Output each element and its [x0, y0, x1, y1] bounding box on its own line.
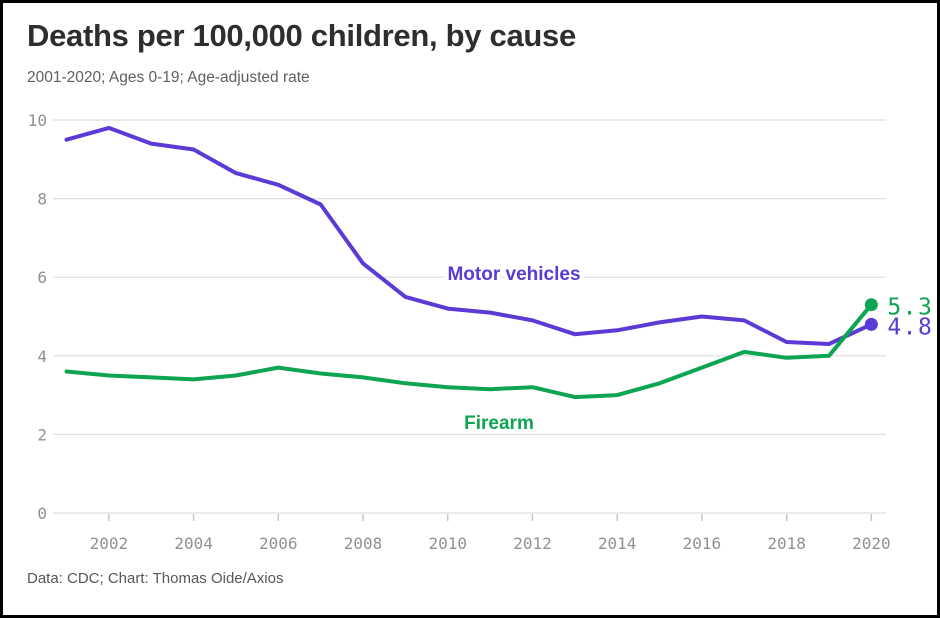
x-axis-label-2020: 2020 [852, 534, 891, 553]
chart-subtitle: 2001-2020; Ages 0-19; Age-adjusted rate [27, 69, 310, 86]
end-value-label-motor-vehicles: 4.8 [887, 314, 933, 340]
y-axis-label-10: 10 [28, 111, 47, 130]
y-axis-label-8: 8 [37, 190, 47, 209]
series-inline-label-firearm: Firearm [464, 413, 534, 434]
x-axis-label-2008: 2008 [344, 534, 383, 553]
y-axis-label-6: 6 [37, 268, 47, 287]
y-axis-label-0: 0 [37, 504, 47, 523]
series-line-firearm [64, 302, 874, 400]
source-credit: Data: CDC; Chart: Thomas Oide/Axios [27, 570, 284, 587]
end-value-label-firearm: 5.3 [887, 295, 933, 321]
chart-title: Deaths per 100,000 children, by cause [27, 18, 576, 53]
end-dot-motor-vehicles [864, 317, 878, 331]
x-axis-label-2012: 2012 [513, 534, 552, 553]
x-axis-label-2002: 2002 [90, 534, 129, 553]
series-inline-label-motor-vehicles: Motor vehicles [447, 264, 580, 285]
end-dot-firearm [864, 298, 878, 312]
x-axis-label-2010: 2010 [428, 534, 467, 553]
x-axis-label-2006: 2006 [259, 534, 298, 553]
x-axis-label-2016: 2016 [683, 534, 722, 553]
y-axis-label-4: 4 [37, 347, 47, 366]
y-axis-label-2: 2 [37, 425, 47, 444]
x-axis-label-2014: 2014 [598, 534, 637, 553]
x-axis-label-2018: 2018 [767, 534, 806, 553]
x-axis-label-2004: 2004 [174, 534, 213, 553]
series-line-motor-vehicles [64, 125, 874, 346]
chart-canvas: 0 2 4 6 8 10 2002 2004 2006 2008 2010 2012 2014 2016 2… [28, 111, 935, 553]
